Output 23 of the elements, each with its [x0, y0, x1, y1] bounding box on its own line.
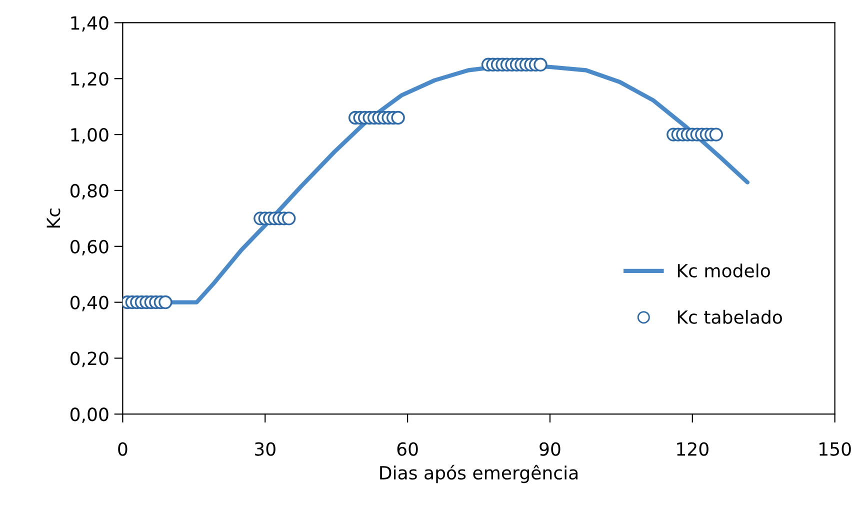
legend-label: Kc tabelado	[678, 310, 782, 324]
x-axis-title: Dias após emergência	[380, 464, 578, 484]
x-tick-label: 120	[677, 442, 708, 456]
point	[709, 128, 723, 142]
y-axis-title: Kc	[46, 208, 60, 228]
point	[391, 110, 405, 125]
y-tick-label: 1,20	[71, 72, 108, 88]
y-tick-label: 1,00	[71, 128, 108, 144]
x-tick-label: 60	[397, 442, 418, 456]
y-tick-label: 0,40	[70, 296, 108, 312]
y-tick-label: 0,20	[70, 352, 108, 368]
y-tick-label: 0,00	[70, 408, 108, 424]
y-tick-label: 1,40	[71, 16, 108, 32]
y-tick-label: 0,80	[70, 184, 108, 200]
point	[158, 295, 172, 310]
point	[282, 212, 296, 226]
x-tick-label: 90	[540, 442, 560, 456]
y-tick-label: 0,60	[70, 240, 108, 256]
x-tick-label: 0	[118, 442, 128, 456]
x-tick-label: 30	[255, 442, 276, 456]
point	[534, 58, 548, 72]
x-tick-label: 150	[820, 442, 851, 456]
legend-label: Kc modelo	[678, 264, 770, 278]
